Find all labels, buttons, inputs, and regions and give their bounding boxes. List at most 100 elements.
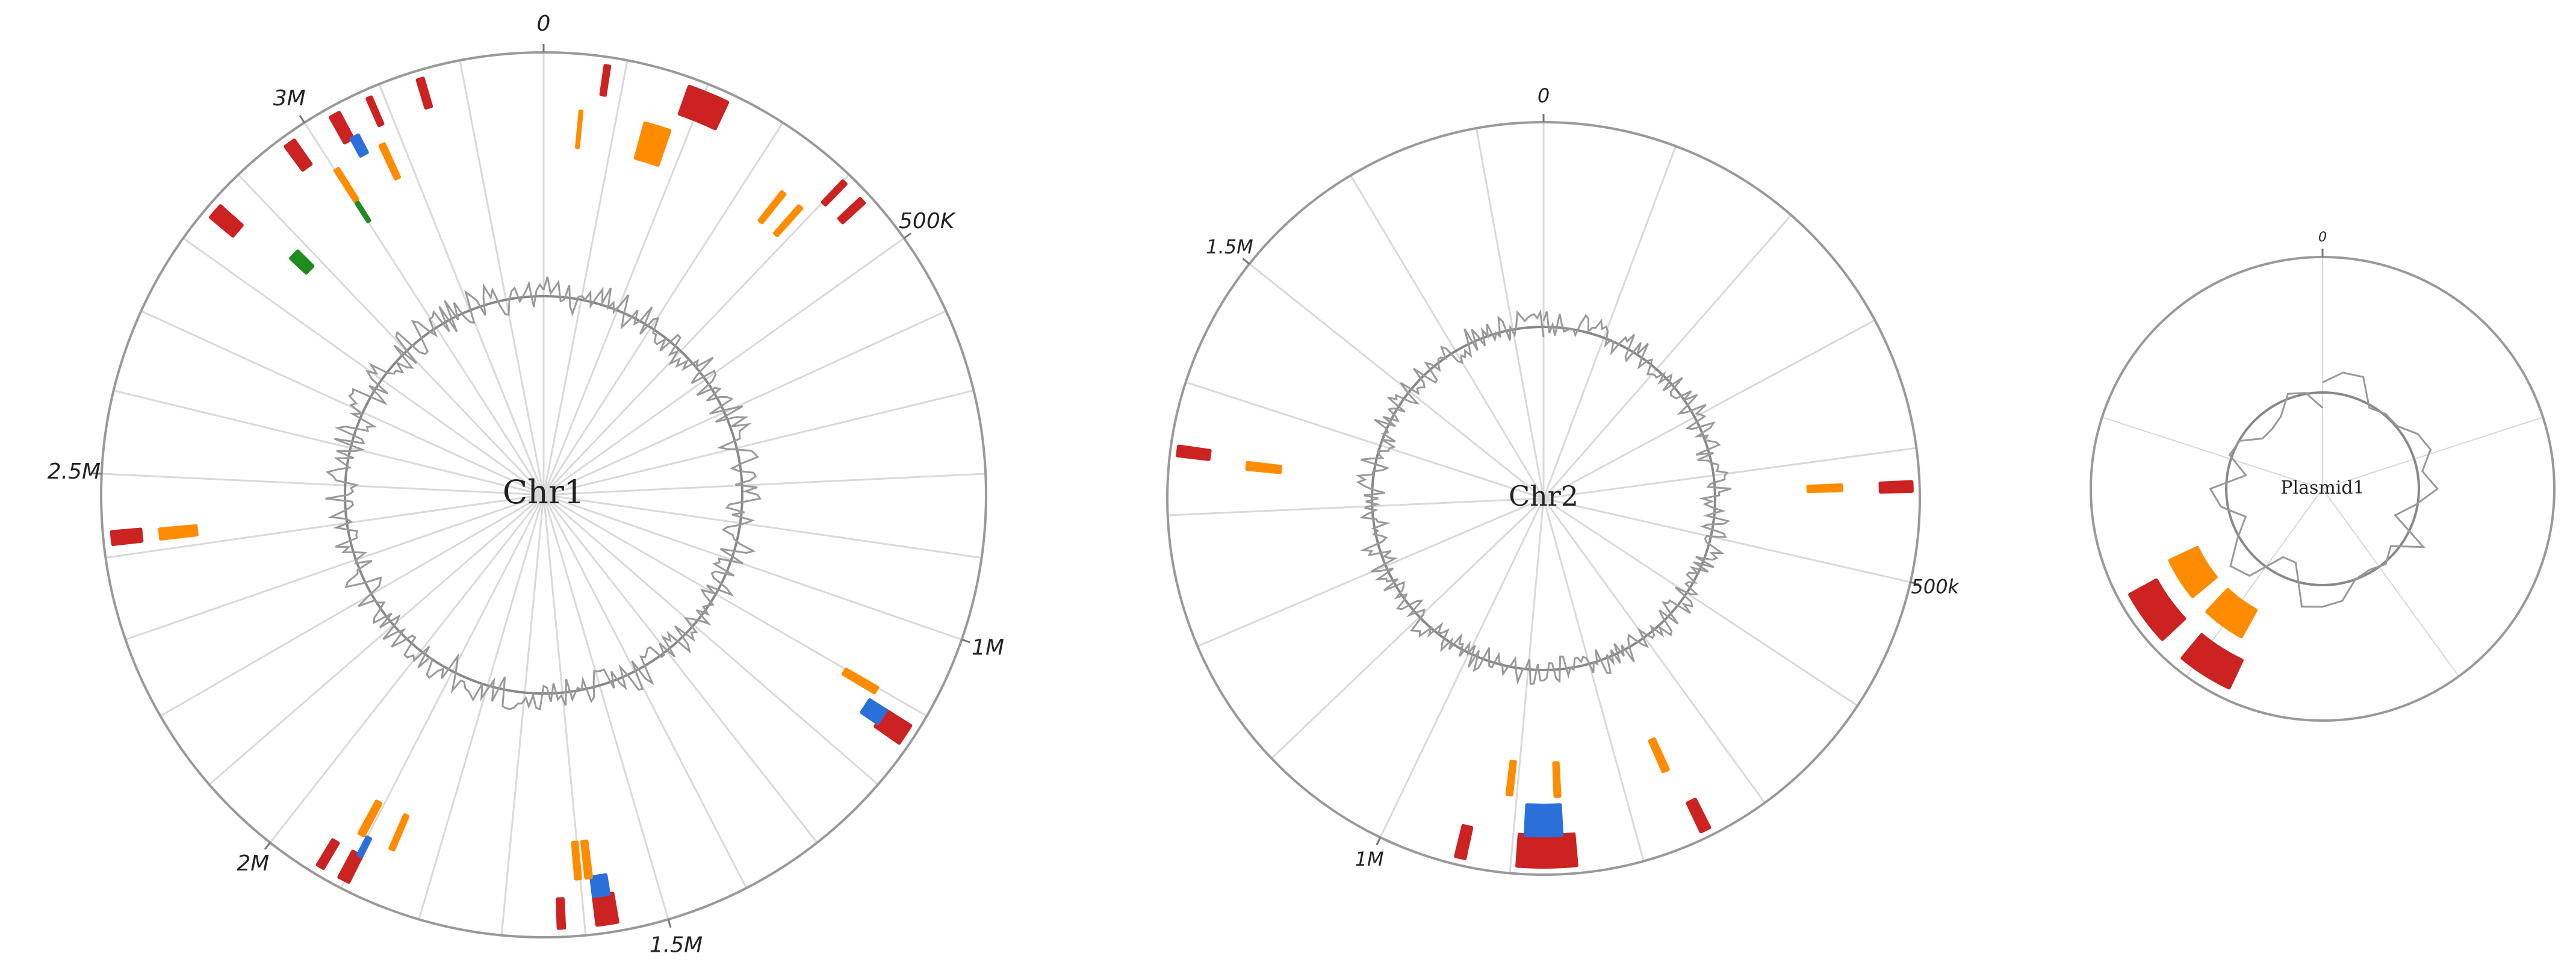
grid-line xyxy=(542,494,748,889)
grid-line xyxy=(1509,498,1545,873)
grid-line xyxy=(1542,146,1677,499)
feature-block xyxy=(1515,832,1578,869)
tick-label: 1.5M xyxy=(650,932,703,957)
feature-tracks xyxy=(110,64,913,930)
feature-block xyxy=(357,799,383,838)
genome-map-plasmid1: 0 Plasmid1 xyxy=(2090,230,2556,722)
tick-mark xyxy=(93,472,102,475)
grid-line xyxy=(378,84,545,495)
grid-line xyxy=(1271,497,1545,759)
grid-line xyxy=(543,473,986,496)
feature-block xyxy=(1505,759,1517,797)
grid-line xyxy=(543,310,947,496)
feature-block xyxy=(328,111,355,144)
grid-line xyxy=(418,494,545,920)
grid-line xyxy=(101,473,544,496)
grid-line xyxy=(1197,497,1544,648)
feature-block xyxy=(289,249,315,275)
feature-block xyxy=(333,167,360,203)
grid-line xyxy=(542,174,850,496)
grid-line xyxy=(542,494,669,920)
genome-map-chr1: 0 500K 1M 1.5M 2M 2.5M 3M Chr1 xyxy=(48,11,1004,957)
feature-block xyxy=(1523,803,1564,838)
grid-line xyxy=(2102,417,2323,489)
feature-block xyxy=(2180,633,2244,690)
grid-line xyxy=(1543,319,1876,500)
grid-line xyxy=(1543,497,1858,707)
tick-label: 1M xyxy=(972,635,1004,660)
feature-block xyxy=(571,840,582,881)
tick-mark xyxy=(264,842,271,850)
grid-line xyxy=(1350,175,1545,499)
feature-block xyxy=(1176,444,1212,461)
grid-line xyxy=(125,494,544,641)
tick-mark xyxy=(667,919,672,928)
feature-block xyxy=(757,190,787,225)
grid-line xyxy=(208,494,544,786)
feature-block xyxy=(2205,588,2258,639)
grid-line xyxy=(1185,381,1544,500)
grid-line xyxy=(105,494,544,559)
grid-line xyxy=(543,494,963,641)
grid-line xyxy=(182,237,544,496)
feature-block xyxy=(821,179,848,207)
grid-line xyxy=(542,494,818,843)
grid-line xyxy=(543,494,982,559)
grid-line xyxy=(2322,488,2460,677)
feature-block xyxy=(315,838,340,870)
feature-block xyxy=(355,200,371,223)
feature-tracks xyxy=(2128,545,2258,690)
grid-line xyxy=(542,122,784,495)
chromosome-label: Chr1 xyxy=(503,473,585,511)
gc-content-line xyxy=(325,276,762,711)
grid-line xyxy=(1249,263,1544,500)
tick-mark xyxy=(1242,258,1250,265)
gc-baseline-ring xyxy=(2225,391,2420,586)
tick-label: 0 xyxy=(1538,84,1550,107)
feature-block xyxy=(1648,737,1670,774)
grid-line xyxy=(340,494,545,889)
tick-label: 2M xyxy=(237,851,269,876)
tick-label: 500K xyxy=(899,209,956,234)
feature-block xyxy=(208,204,244,238)
grid-line xyxy=(500,494,545,935)
grid-line xyxy=(459,60,545,495)
feature-block xyxy=(556,897,566,930)
tick-label: 500k xyxy=(1911,575,1960,598)
feature-block xyxy=(349,133,369,158)
feature-block xyxy=(677,84,730,131)
tick-mark xyxy=(1376,837,1382,846)
feature-block xyxy=(591,892,619,927)
gc-baseline-ring xyxy=(1371,326,1716,671)
chromosome-label: Chr2 xyxy=(1509,480,1578,512)
radial-grid xyxy=(101,52,986,935)
tick-label: 0 xyxy=(537,11,551,36)
feature-tracks xyxy=(1176,444,1914,869)
feature-block xyxy=(1686,798,1712,834)
grid-line xyxy=(543,237,905,496)
feature-block xyxy=(2168,545,2218,598)
chromosome-label: Plasmid1 xyxy=(2280,477,2364,498)
grid-line xyxy=(1543,497,1911,583)
feature-block xyxy=(378,142,402,181)
feature-block xyxy=(1878,480,1914,494)
feature-block xyxy=(589,873,611,898)
tick-label: 3M xyxy=(273,86,306,111)
grid-line xyxy=(1167,497,1544,517)
genome-map-chr2: 0 500k 1M 1.5M Chr2 xyxy=(1166,84,1960,876)
feature-block xyxy=(575,109,584,149)
grid-line xyxy=(543,494,879,786)
feature-block xyxy=(110,527,144,547)
feature-block xyxy=(860,698,888,725)
feature-block xyxy=(580,839,594,880)
grid-line xyxy=(1542,498,1766,804)
radial-grid xyxy=(1167,122,1917,873)
feature-block xyxy=(772,204,804,237)
grid-line xyxy=(1542,214,1792,499)
grid-line xyxy=(542,60,628,495)
grid-line xyxy=(1379,498,1545,838)
feature-block xyxy=(2128,578,2186,641)
tick-mark xyxy=(903,232,911,239)
tick-label: 2.5M xyxy=(48,459,101,484)
